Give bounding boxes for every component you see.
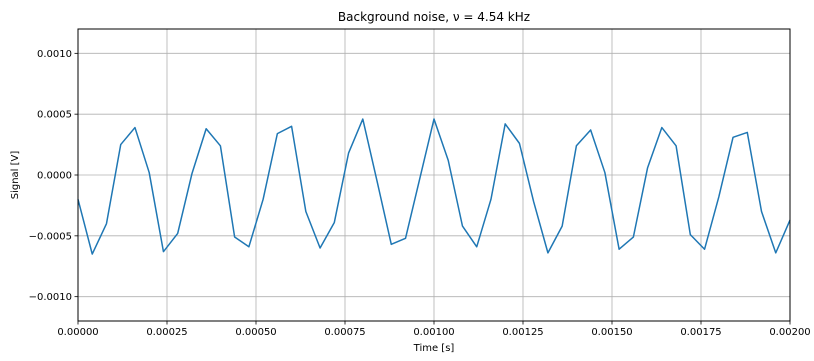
x-tick-label: 0.00075 [324, 327, 365, 338]
axis-ticks: 0.00000 0.00025 0.00050 0.00075 0.00100 0.001… [29, 49, 811, 338]
y-tick-label: 0.0000 [37, 171, 72, 182]
x-tick-label: 0.00200 [769, 327, 810, 338]
y-axis-label: Signal [V] [10, 151, 21, 200]
x-tick-label: 0.00150 [591, 327, 632, 338]
x-tick-label: 0.00050 [235, 327, 276, 338]
x-tick-label: 0.00100 [413, 327, 454, 338]
x-tick-label: 0.00025 [146, 327, 187, 338]
chart-title: Background noise, ν = 4.54 kHz [338, 10, 530, 24]
series-layer [77, 118, 791, 255]
y-tick-label: −0.0005 [29, 231, 72, 242]
x-tick-label: 0.00000 [57, 327, 98, 338]
x-tick-label: 0.00125 [502, 327, 543, 338]
y-tick-label: 0.0010 [37, 49, 72, 60]
series-line [77, 118, 791, 255]
x-tick-label: 0.00175 [680, 327, 721, 338]
x-axis-label: Time [s] [413, 343, 455, 354]
y-tick-label: 0.0005 [37, 110, 72, 121]
y-tick-label: −0.0010 [29, 292, 72, 303]
